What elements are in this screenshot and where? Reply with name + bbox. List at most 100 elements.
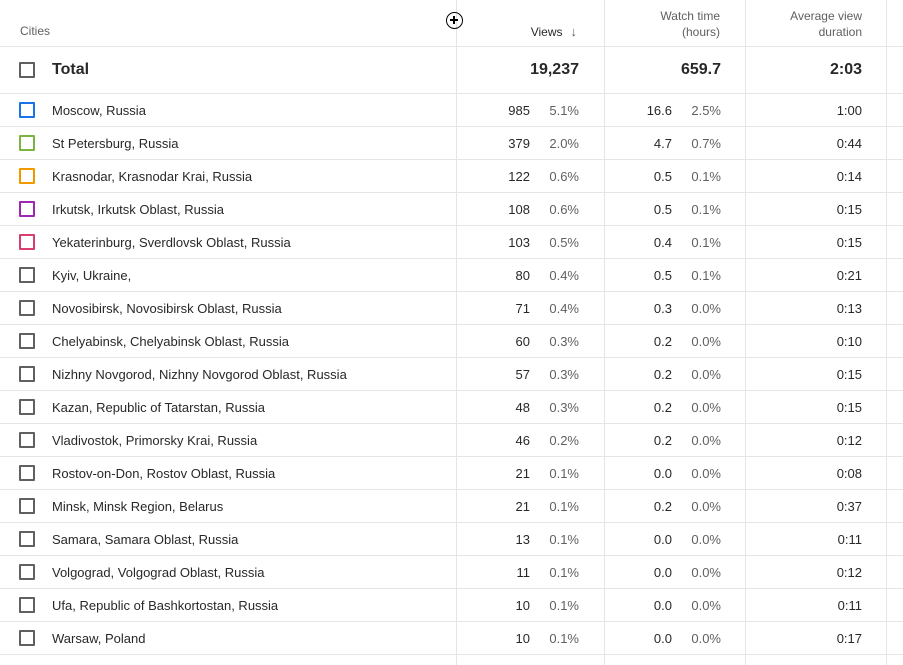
row-checkbox[interactable] [19, 300, 35, 316]
total-label: Total [52, 61, 90, 78]
row-checkbox[interactable] [19, 135, 35, 151]
table-row[interactable]: St Petersburg, Russia 379 2.0% 4.7 0.7% 0:44 [0, 127, 903, 160]
views-value: 60 [515, 334, 530, 349]
watch-time-percent: 0.0% [691, 301, 721, 316]
watch-time-percent: 0.0% [691, 400, 721, 415]
views-percent: 0.4% [549, 268, 579, 283]
city-name: Ufa, Republic of Bashkortostan, Russia [52, 598, 279, 613]
city-name: Vladivostok, Primorsky Krai, Russia [52, 433, 258, 448]
table-row[interactable]: Kazan, Republic of Tatarstan, Russia 48 0.… [0, 391, 903, 424]
city-name: Volgograd, Volgograd Oblast, Russia [52, 565, 265, 580]
row-checkbox[interactable] [19, 498, 35, 514]
table-row[interactable]: Kyiv, Ukraine, 80 0.4% 0.5 0.1% 0:21 [0, 259, 903, 292]
views-percent: 0.1% [549, 565, 579, 580]
total-checkbox[interactable] [19, 62, 35, 78]
avg-view-duration: 0:44 [836, 136, 862, 151]
city-name: Irkutsk, Irkutsk Oblast, Russia [52, 202, 224, 217]
watch-time-value: 0.2 [653, 367, 672, 382]
row-checkbox[interactable] [19, 333, 35, 349]
row-checkbox[interactable] [19, 531, 35, 547]
avg-view-duration: 0:12 [836, 565, 862, 580]
views-value: 379 [508, 136, 530, 151]
table-row[interactable]: Warsaw, Poland 10 0.1% 0.0 0.0% 0:17 [0, 622, 903, 655]
avg-view-duration: 0:15 [836, 202, 862, 217]
avg-view-duration: 0:15 [836, 235, 862, 250]
total-avg-duration: 2:03 [829, 61, 862, 78]
views-value: 10 [515, 598, 530, 613]
table-row[interactable]: Moscow, Russia 985 5.1% 16.6 2.5% 1:00 [0, 94, 903, 127]
avg-view-duration: 0:13 [836, 301, 862, 316]
views-percent: 5.1% [549, 103, 579, 118]
table-row[interactable]: Novosibirsk, Novosibirsk Oblast, Russia 7… [0, 292, 903, 325]
views-value: 48 [515, 400, 530, 415]
city-name: Moscow, Russia [52, 103, 146, 118]
column-header-views[interactable]: Views ↓ [531, 24, 577, 39]
table-row[interactable]: Volgograd, Volgograd Oblast, Russia 11 0.1… [0, 556, 903, 589]
watch-time-percent: 0.0% [691, 466, 721, 481]
row-checkbox[interactable] [19, 564, 35, 580]
plus-circle-icon[interactable] [446, 12, 463, 29]
column-header-cities[interactable]: Cities [20, 24, 51, 38]
row-checkbox[interactable] [19, 102, 35, 118]
row-checkbox[interactable] [19, 432, 35, 448]
table-row[interactable]: Minsk, Minsk Region, Belarus 21 0.1% 0.2 0.0… [0, 490, 903, 523]
watch-time-percent: 0.0% [691, 367, 721, 382]
table-row[interactable]: Rostov-on-Don, Rostov Oblast, Russia 21 0.… [0, 457, 903, 490]
table-row[interactable]: Ufa, Republic of Bashkortostan, Russia 10… [0, 589, 903, 622]
watch-time-percent: 0.0% [691, 499, 721, 514]
avg-view-duration: 0:12 [836, 433, 862, 448]
table-row[interactable]: Krasnodar, Krasnodar Krai, Russia 122 0.6%… [0, 160, 903, 193]
avg-view-duration: 0:10 [836, 334, 862, 349]
watch-time-label: Watch time [660, 9, 720, 23]
avg-view-duration: 0:15 [836, 367, 862, 382]
watch-time-value: 0.0 [653, 565, 672, 580]
row-checkbox[interactable] [19, 399, 35, 415]
row-checkbox[interactable] [19, 630, 35, 646]
views-percent: 0.2% [549, 433, 579, 448]
row-checkbox[interactable] [19, 267, 35, 283]
table-row[interactable]: Vladivostok, Primorsky Krai, Russia 46 0.2… [0, 424, 903, 457]
views-value: 985 [508, 103, 530, 118]
column-divider [886, 0, 887, 665]
city-name: Warsaw, Poland [52, 631, 146, 646]
watch-time-value: 0.4 [653, 235, 672, 250]
column-header-avg-view-duration[interactable]: Average view duration [790, 8, 862, 40]
watch-time-percent: 0.0% [691, 433, 721, 448]
watch-time-value: 0.5 [653, 202, 672, 217]
table-header: Cities Views ↓ Watch time (hours) Averag… [0, 0, 903, 47]
watch-time-percent: 0.0% [691, 565, 721, 580]
column-divider [456, 0, 457, 665]
table-row[interactable]: Chelyabinsk, Chelyabinsk Oblast, Russia 6… [0, 325, 903, 358]
watch-time-value: 0.2 [653, 334, 672, 349]
views-percent: 0.4% [549, 301, 579, 316]
table-row[interactable]: Nizhny Novgorod, Nizhny Novgorod Oblast,… [0, 358, 903, 391]
watch-time-percent: 0.0% [691, 532, 721, 547]
avg-view-duration: 0:14 [836, 169, 862, 184]
row-checkbox[interactable] [19, 366, 35, 382]
watch-time-percent: 0.7% [691, 136, 721, 151]
views-percent: 0.3% [549, 367, 579, 382]
table-row[interactable]: Samara, Samara Oblast, Russia 13 0.1% 0.0 0.… [0, 523, 903, 556]
watch-time-value: 0.2 [653, 400, 672, 415]
avd-label-line2: duration [818, 25, 862, 39]
city-name: Krasnodar, Krasnodar Krai, Russia [52, 169, 253, 184]
watch-time-percent: 0.1% [691, 235, 721, 250]
watch-time-unit: (hours) [681, 25, 720, 39]
watch-time-value: 0.5 [653, 169, 672, 184]
column-header-watch-time[interactable]: Watch time (hours) [660, 8, 720, 40]
avg-view-duration: 1:00 [836, 103, 862, 118]
arrow-down-icon[interactable]: ↓ [570, 24, 578, 39]
avg-view-duration: 0:21 [836, 268, 862, 283]
table-row[interactable]: Yekaterinburg, Sverdlovsk Oblast, Russia… [0, 226, 903, 259]
table-row[interactable]: Irkutsk, Irkutsk Oblast, Russia 108 0.6% 0.… [0, 193, 903, 226]
city-name: Minsk, Minsk Region, Belarus [52, 499, 224, 514]
row-checkbox[interactable] [19, 597, 35, 613]
views-percent: 0.1% [549, 532, 579, 547]
views-percent: 0.3% [549, 400, 579, 415]
views-percent: 2.0% [549, 136, 579, 151]
row-checkbox[interactable] [19, 465, 35, 481]
watch-time-percent: 0.1% [691, 169, 721, 184]
row-checkbox[interactable] [19, 234, 35, 250]
row-checkbox[interactable] [19, 168, 35, 184]
row-checkbox[interactable] [19, 201, 35, 217]
